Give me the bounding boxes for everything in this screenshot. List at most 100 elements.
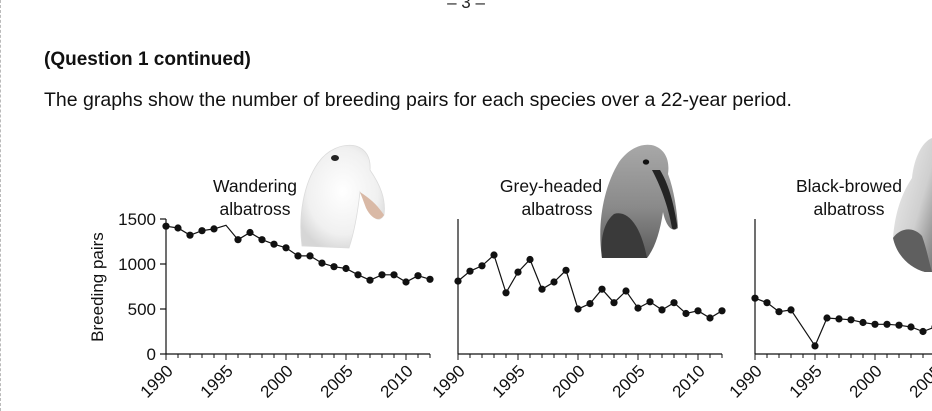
data-point: [859, 318, 867, 327]
y-tick-label: 1000: [118, 255, 156, 274]
data-point: [246, 228, 254, 237]
data-point: [586, 300, 594, 308]
series-lines: [754, 297, 932, 348]
tick-labels: 1990 1995 2000 2005: [726, 361, 932, 401]
x-tick-label: 1990: [429, 361, 469, 401]
x-tick-label: 2000: [257, 361, 297, 401]
x-tick-label: 1990: [726, 361, 766, 401]
y-tick-label: 0: [147, 345, 156, 364]
data-point: [366, 276, 374, 284]
data-point: [478, 262, 486, 270]
question-continued-heading: (Question 1 continued): [44, 49, 251, 70]
series-line: [457, 253, 723, 319]
data-point: [907, 323, 915, 331]
data-point: [919, 327, 927, 336]
chart-title-line-1: Wandering: [213, 176, 297, 196]
points: [454, 251, 726, 322]
data-point: [502, 289, 510, 297]
tick-labels: 0 500 1000 1500 1990 1995 2000 2005 2010: [118, 210, 417, 402]
data-point: [598, 285, 606, 293]
page-left-edge-rule: [0, 0, 1, 411]
data-point: [466, 267, 474, 275]
chart-title-line-2: albatross: [521, 199, 592, 219]
data-point: [354, 271, 362, 279]
data-point: [318, 259, 326, 267]
data-point: [198, 227, 206, 235]
data-point: [514, 268, 522, 276]
axes: [457, 219, 722, 355]
data-point: [162, 222, 170, 230]
data-point: [610, 299, 618, 307]
data-point: [871, 320, 879, 328]
data-point: [342, 264, 350, 273]
data-point: [550, 278, 558, 286]
data-point: [174, 224, 182, 232]
data-point: [426, 275, 434, 283]
x-tick-label: 2005: [317, 361, 357, 401]
data-point: [526, 255, 534, 264]
data-point: [562, 266, 570, 274]
data-point: [670, 299, 678, 307]
data-point: [823, 314, 831, 322]
x-tick-label: 1990: [137, 361, 177, 401]
y-tick-label: 1500: [118, 210, 156, 229]
data-point: [775, 308, 783, 316]
intro-text: The graphs show the number of breeding p…: [44, 89, 792, 111]
black-browed-albatross-image: [893, 138, 932, 272]
x-tick-label: 2010: [377, 361, 417, 401]
series-lines: [457, 253, 723, 319]
x-tick-label: 2010: [669, 361, 709, 401]
data-point: [835, 315, 843, 323]
x-tick-label: 2005: [609, 361, 649, 401]
page-number: – 3 –: [447, 0, 485, 12]
data-point: [718, 307, 726, 315]
chart-title-line-2: albatross: [219, 199, 290, 219]
data-point: [282, 244, 290, 252]
data-point: [390, 271, 398, 279]
data-point: [330, 263, 338, 271]
chart-title-line-1: Grey-headed: [500, 176, 602, 196]
data-point: [454, 277, 462, 285]
data-point: [306, 252, 314, 260]
data-point: [378, 271, 386, 279]
data-point: [294, 252, 302, 260]
data-point: [414, 272, 422, 280]
data-point: [682, 309, 690, 318]
grey-headed-albatross-image: [600, 144, 678, 258]
ticks: [754, 354, 924, 360]
data-point: [787, 306, 795, 314]
ticks: [160, 218, 431, 360]
data-point: [234, 236, 242, 244]
x-tick-label: 1995: [197, 361, 237, 401]
x-tick-label: 1995: [786, 361, 826, 401]
chart-grey-headed-albatross: Grey-headed albatross 1990 1995 2000 2005 20…: [429, 176, 726, 402]
points: [751, 294, 932, 350]
data-point: [402, 278, 410, 286]
data-point: [895, 321, 903, 329]
data-point: [186, 231, 194, 239]
data-point: [694, 307, 702, 315]
data-point: [847, 316, 855, 324]
x-tick-label: 2005: [906, 361, 932, 401]
data-point: [270, 240, 278, 248]
data-point: [811, 342, 819, 350]
y-tick-label: 500: [128, 300, 156, 319]
data-point: [210, 225, 218, 233]
data-point: [490, 251, 498, 259]
data-point: [658, 306, 666, 314]
series-line: [754, 297, 932, 348]
axes: [165, 219, 430, 355]
data-point: [622, 287, 630, 295]
chart-title-line-2: albatross: [813, 199, 884, 219]
data-point: [883, 320, 891, 328]
data-point: [574, 305, 582, 313]
data-point: [706, 314, 714, 322]
data-point: [258, 236, 266, 244]
points: [162, 222, 434, 286]
data-point: [538, 285, 546, 293]
x-tick-label: 2000: [846, 361, 886, 401]
ticks: [457, 354, 723, 360]
data-point: [646, 298, 654, 306]
x-tick-label: 2000: [549, 361, 589, 401]
